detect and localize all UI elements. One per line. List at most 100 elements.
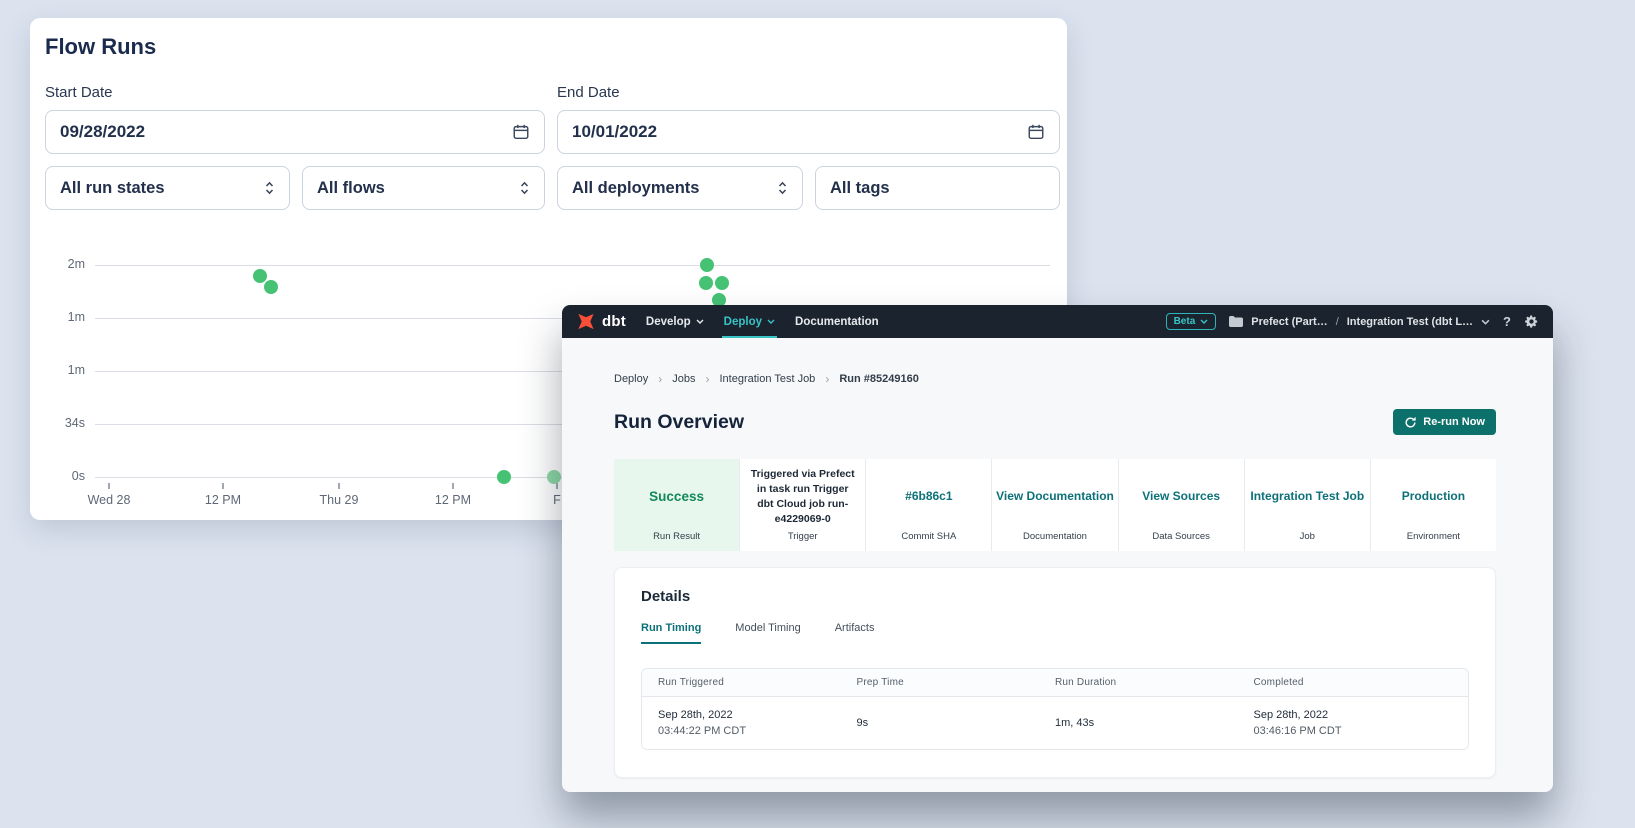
data-sources-label: Data Sources (1152, 531, 1210, 542)
flow-run-point[interactable] (253, 269, 267, 283)
flow-run-point[interactable] (264, 280, 278, 294)
tab-artifacts[interactable]: Artifacts (834, 622, 875, 634)
column-prep-time: Prep Time (856, 677, 904, 688)
breadcrumb: Deploy › Jobs › Integration Test Job › R… (614, 372, 1496, 386)
dbt-content: Deploy › Jobs › Integration Test Job › R… (562, 338, 1553, 778)
details-tabs: Run Timing Model Timing Artifacts (641, 622, 1469, 644)
environment-label: Environment (1406, 531, 1461, 542)
status-card-run-result: Success Run Result (614, 459, 741, 551)
end-date-value: 10/01/2022 (572, 122, 658, 141)
beta-label: Beta (1173, 316, 1196, 327)
nav-item-documentation[interactable]: Documentation (795, 305, 879, 338)
commit-sha-link[interactable]: #6b86c1 (905, 489, 953, 504)
tags-select[interactable]: All tags (815, 166, 1060, 210)
x-axis-tick (452, 483, 454, 489)
environment-link[interactable]: Production (1401, 489, 1466, 504)
tags-select-value: All tags (830, 178, 890, 197)
run-states-select-value: All run states (60, 178, 165, 197)
dbt-logo-icon (576, 312, 596, 331)
breadcrumb-item-jobs[interactable]: Jobs (672, 373, 696, 385)
x-axis-label: Thu 29 (319, 493, 359, 507)
details-title: Details (641, 588, 691, 605)
flow-run-point[interactable] (700, 258, 714, 272)
help-icon[interactable]: ? (1503, 314, 1511, 329)
breadcrumb-item-job[interactable]: Integration Test Job (719, 373, 816, 385)
run-triggered-time: 03:44:22 PM CDT (658, 725, 747, 737)
flow-run-point[interactable] (497, 470, 511, 484)
x-axis-label: 12 PM (434, 493, 472, 507)
calendar-icon[interactable] (512, 123, 530, 141)
x-axis-label: Wed 28 (87, 493, 131, 507)
start-date-input[interactable]: 09/28/2022 (45, 110, 545, 154)
flows-select-value: All flows (317, 178, 385, 197)
status-card-environment: Production Environment (1371, 459, 1496, 551)
project-name[interactable]: Integration Test (dbt L… (1346, 315, 1474, 328)
path-separator: / (1335, 315, 1339, 328)
prep-time-cell: 9s (856, 716, 869, 729)
completed-time: 03:46:16 PM CDT (1253, 725, 1342, 737)
nav-item-label: Develop (645, 315, 691, 328)
account-name[interactable]: Prefect (Part… (1251, 315, 1328, 328)
y-axis-label: 1m (67, 310, 85, 324)
chevron-down-icon (696, 319, 704, 324)
dbt-top-nav: dbt Develop Deploy Documentation Beta (562, 305, 1553, 338)
page-title: Run Overview (614, 410, 745, 433)
trigger-value: Triggered via Prefect in task run Trigge… (750, 467, 855, 526)
dbt-cloud-window: dbt Develop Deploy Documentation Beta (562, 305, 1553, 792)
y-axis-label: 2m (67, 257, 85, 271)
gear-icon[interactable] (1524, 314, 1539, 329)
x-axis-label: 12 PM (204, 493, 242, 507)
chevron-down-icon[interactable] (1481, 319, 1490, 325)
flow-run-point[interactable] (712, 293, 726, 307)
completed-date: Sep 28th, 2022 (1253, 708, 1329, 721)
status-card-commit-sha: #6b86c1 Commit SHA (866, 459, 993, 551)
table-header-row: Run Triggered Prep Time Run Duration Com… (642, 669, 1468, 697)
x-axis-tick (108, 483, 110, 489)
beta-badge[interactable]: Beta (1165, 313, 1217, 330)
gridline (95, 265, 1050, 266)
x-axis-tick (556, 483, 558, 489)
table-row: Sep 28th, 2022 03:44:22 PM CDT 9s 1m, 43… (642, 697, 1468, 749)
rerun-now-button[interactable]: Re-run Now (1393, 409, 1496, 435)
updown-chevron-icon (777, 180, 788, 196)
account-project-breadcrumb: Prefect (Part… / Integration Test (dbt L… (1229, 316, 1490, 328)
dbt-logo[interactable]: dbt (576, 312, 626, 331)
breadcrumb-item-deploy[interactable]: Deploy (614, 373, 649, 385)
view-documentation-link[interactable]: View Documentation (996, 489, 1114, 504)
run-duration-cell: 1m, 43s (1055, 716, 1095, 729)
rerun-now-label: Re-run Now (1423, 416, 1485, 428)
flows-select[interactable]: All flows (302, 166, 545, 210)
run-states-select[interactable]: All run states (45, 166, 290, 210)
run-timing-table: Run Triggered Prep Time Run Duration Com… (641, 668, 1469, 750)
flow-run-point[interactable] (547, 470, 561, 484)
calendar-icon[interactable] (1027, 123, 1045, 141)
chevron-down-icon (767, 319, 775, 324)
end-date-input[interactable]: 10/01/2022 (557, 110, 1060, 154)
breadcrumb-separator: › (705, 372, 710, 386)
start-date-label: Start Date (45, 84, 113, 101)
deployments-select[interactable]: All deployments (557, 166, 803, 210)
nav-item-label: Documentation (795, 315, 879, 328)
flow-run-point[interactable] (715, 276, 729, 290)
tab-run-timing[interactable]: Run Timing (641, 622, 702, 644)
status-card-documentation: View Documentation Documentation (992, 459, 1119, 551)
job-label: Job (1299, 531, 1315, 542)
commit-sha-label: Commit SHA (901, 531, 957, 542)
tab-model-timing[interactable]: Model Timing (735, 622, 801, 634)
status-card-data-sources: View Sources Data Sources (1119, 459, 1245, 551)
flow-run-point[interactable] (699, 276, 713, 290)
documentation-label: Documentation (1023, 531, 1087, 542)
view-sources-link[interactable]: View Sources (1142, 489, 1221, 504)
y-axis-label: 0s (71, 469, 85, 483)
end-date-label: End Date (557, 84, 620, 101)
refresh-icon (1404, 416, 1417, 429)
run-triggered-cell: Sep 28th, 2022 03:44:22 PM CDT (658, 707, 857, 740)
x-axis-tick (222, 483, 224, 489)
flow-runs-title: Flow Runs (45, 34, 157, 59)
nav-item-label: Deploy (723, 315, 763, 328)
nav-item-develop[interactable]: Develop (646, 305, 704, 338)
run-result-value: Success (649, 489, 704, 505)
job-link[interactable]: Integration Test Job (1250, 489, 1365, 504)
nav-item-deploy[interactable]: Deploy (721, 305, 778, 338)
details-panel: Details Run Timing Model Timing Artifact… (614, 567, 1496, 778)
